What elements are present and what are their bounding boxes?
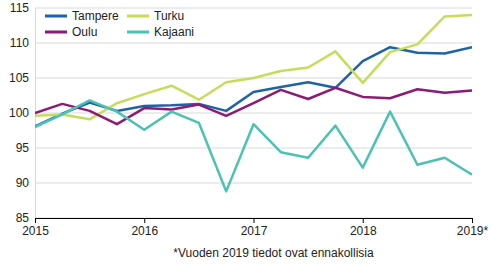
y-axis: 859095100105110115 bbox=[9, 1, 36, 225]
x-tick: 2017 bbox=[241, 218, 268, 238]
x-tick: 2019* bbox=[457, 218, 489, 238]
legend-item: Tampere bbox=[45, 9, 119, 23]
series-line bbox=[35, 100, 472, 191]
chart: 85909510010511011520152016201720182019*T… bbox=[0, 0, 494, 265]
legend-label: Tampere bbox=[72, 9, 119, 23]
y-tick: 95 bbox=[16, 141, 35, 155]
y-tick: 115 bbox=[10, 1, 35, 15]
legend-item: Oulu bbox=[45, 25, 97, 39]
y-tick: 100 bbox=[9, 106, 35, 120]
y-tick-label: 100 bbox=[9, 106, 29, 120]
x-tick-label: 2015 bbox=[22, 224, 49, 238]
x-tick-label: 2017 bbox=[241, 224, 268, 238]
y-tick-label: 95 bbox=[16, 141, 30, 155]
y-tick: 105 bbox=[9, 71, 35, 85]
x-tick-mark bbox=[472, 218, 473, 223]
legend-label: Kajaani bbox=[154, 25, 194, 39]
plot: 85909510010511011520152016201720182019* bbox=[9, 1, 489, 237]
y-tick: 90 bbox=[16, 176, 35, 190]
legend-item: Kajaani bbox=[127, 25, 194, 39]
grid-line bbox=[35, 148, 472, 149]
x-axis: 2015 2016 2017 2018 2019* bbox=[22, 218, 488, 238]
legend-label: Oulu bbox=[72, 25, 97, 39]
legend-swatch bbox=[45, 15, 67, 18]
y-tick: 110 bbox=[10, 36, 35, 50]
grid-line bbox=[35, 183, 472, 184]
lines bbox=[35, 15, 472, 191]
x-tick-mark bbox=[363, 218, 364, 223]
x-tick: 2016 bbox=[131, 218, 158, 238]
legend: Tampere Turku Oulu Kajaani bbox=[45, 9, 194, 39]
grid bbox=[35, 8, 472, 218]
x-tick-mark bbox=[144, 218, 145, 223]
x-tick-mark bbox=[35, 218, 36, 223]
legend-swatch bbox=[127, 31, 149, 34]
legend-label: Turku bbox=[154, 9, 184, 23]
y-tick-label: 115 bbox=[10, 1, 29, 15]
x-tick-label: 2019* bbox=[457, 224, 489, 238]
legend-swatch bbox=[127, 15, 149, 18]
footnote: *Vuoden 2019 tiedot ovat ennakollisia bbox=[173, 246, 374, 260]
y-tick-label: 90 bbox=[16, 176, 30, 190]
x-tick-mark bbox=[254, 218, 255, 223]
x-tick-label: 2018 bbox=[350, 224, 377, 238]
grid-line bbox=[35, 43, 472, 44]
legend-swatch bbox=[45, 31, 67, 34]
y-tick-label: 110 bbox=[10, 36, 29, 50]
series-line bbox=[35, 47, 472, 126]
x-tick: 2015 bbox=[22, 218, 49, 238]
x-tick: 2018 bbox=[350, 218, 377, 238]
legend-item: Turku bbox=[127, 9, 184, 23]
x-tick-label: 2016 bbox=[131, 224, 158, 238]
y-tick-label: 105 bbox=[9, 71, 29, 85]
